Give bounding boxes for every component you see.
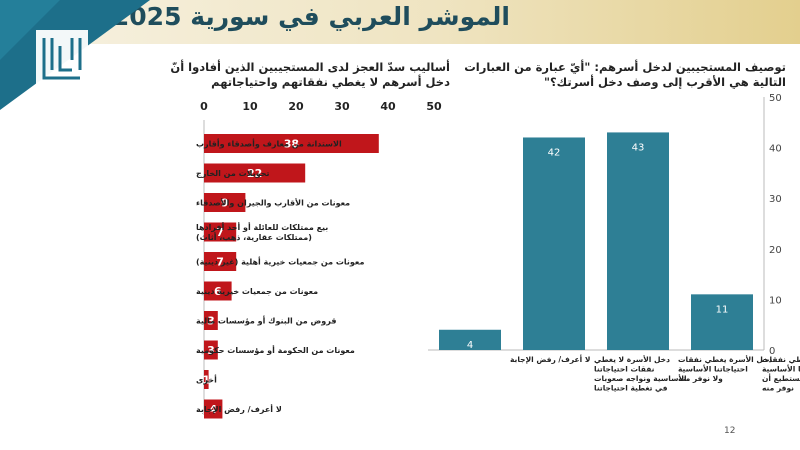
- bar-value-label: 6: [214, 285, 222, 298]
- bar-value-label: 3: [207, 344, 215, 357]
- bar: [204, 311, 218, 330]
- x-tick-label: 50: [426, 100, 442, 113]
- bar: [523, 137, 585, 350]
- bar: [691, 294, 753, 350]
- category-label: معونات من الأقارب والجيران والأصدقاء: [196, 198, 350, 208]
- bar-value-label: 22: [247, 167, 262, 180]
- y-tick-label: 40: [769, 144, 782, 155]
- bar-value-label: 38: [284, 138, 299, 151]
- corner-decoration: [0, 0, 150, 110]
- bar: [204, 193, 246, 212]
- bar: [204, 222, 237, 242]
- bar: [204, 340, 218, 360]
- category-label: معونات من جمعيات خيرية أهلية (غير دينية): [196, 257, 364, 267]
- left-chart-title: أساليب سدّ العجز لدى المستجيبين الذين أف…: [170, 60, 450, 89]
- x-tick-label: 40: [380, 100, 396, 113]
- category-label: قروض من البنوك أو مؤسسات مالية: [196, 316, 336, 327]
- y-tick-label: 50: [769, 93, 782, 104]
- category-label: الاستدانة من معارف وأصدقاء وأقارب: [196, 139, 342, 149]
- bar: [204, 281, 232, 301]
- bar-value-label: 3: [207, 315, 215, 328]
- bar-value-label: 42: [548, 147, 561, 158]
- bar-value-label: 1: [202, 374, 210, 387]
- category-label: لا أعرف/ رفض الإجابة: [510, 354, 590, 364]
- y-tick-label: 20: [769, 245, 782, 256]
- bar-value-label: 9: [221, 197, 229, 210]
- category-label: أخرى: [196, 375, 217, 385]
- logo-mark: [42, 38, 82, 80]
- corner-triangle-light: [0, 0, 60, 60]
- bar: [439, 329, 501, 350]
- x-tick-label: 30: [334, 100, 350, 113]
- category-label: تحويلات من الخارج: [196, 169, 270, 178]
- bar: [204, 163, 306, 183]
- bar-value-label: 11: [716, 304, 729, 315]
- bar: [204, 252, 237, 271]
- y-tick-label: 0: [769, 346, 775, 357]
- category-label: لا أعرف/ رفض الإجابة: [196, 404, 282, 415]
- x-tick-label: 10: [242, 100, 258, 113]
- category-label: بيع ممتلكات للعائلة أو أحد أفرادها (ممتلك…: [196, 222, 328, 242]
- bar-value-label: 4: [467, 340, 473, 351]
- logo-area: [0, 0, 150, 110]
- bar: [204, 370, 209, 389]
- category-label: معونات من الحكومة أو مؤسسات حكومية: [196, 345, 355, 355]
- bar-value-label: 7: [216, 256, 224, 269]
- y-tick-label: 10: [769, 295, 782, 306]
- right-chart: 0 10 20 30 40 50 11 دخل الأسرة يغطي نفقاتاحتياج…: [428, 93, 800, 393]
- bar: [607, 132, 669, 350]
- category-label: دخل الأسرة لا يغطي نفقات احتياجاتنا الأساس…: [594, 355, 687, 393]
- bar-value-label: 7: [216, 226, 224, 239]
- bar-value-label: 43: [632, 142, 645, 153]
- bar: [204, 399, 223, 419]
- bar: [204, 134, 379, 153]
- right-chart-title: توصيف المستجيبين لدخل أسرهم: "أيّ عبارة …: [464, 60, 786, 89]
- x-tick-label: 0: [200, 100, 208, 113]
- category-label: معونات من جمعيات خيرية دينية: [196, 287, 318, 296]
- slide-title: الموشر العربي في سورية 2025: [111, 2, 510, 31]
- y-tick-label: 30: [769, 194, 782, 205]
- x-tick-label: 20: [288, 100, 304, 113]
- bar-value-label: 4: [209, 403, 217, 416]
- page-number: 12: [724, 426, 736, 436]
